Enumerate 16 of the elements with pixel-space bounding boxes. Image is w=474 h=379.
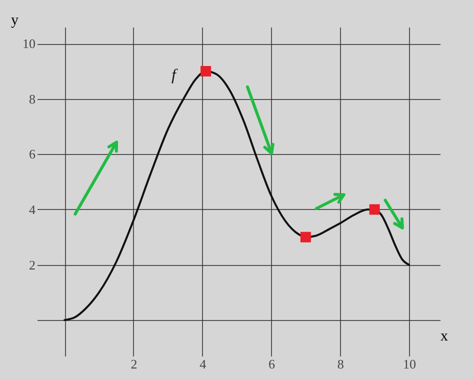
y-tick-label: 2 bbox=[29, 257, 36, 272]
series-label: f bbox=[172, 67, 179, 84]
y-tick-label: 6 bbox=[29, 146, 36, 162]
y-tick-label: 10 bbox=[22, 36, 36, 52]
y-tick-label: 4 bbox=[29, 202, 36, 217]
x-axis-title: x bbox=[440, 328, 448, 344]
x-tick-label: 4 bbox=[200, 356, 207, 372]
x-tick-label: 10 bbox=[403, 356, 416, 372]
x-tick-label: 2 bbox=[130, 356, 138, 372]
y-axis-title: y bbox=[11, 12, 19, 28]
y-tick-label: 8 bbox=[29, 91, 36, 106]
point bbox=[300, 232, 311, 242]
x-tick-label: 6 bbox=[268, 356, 276, 372]
point bbox=[369, 204, 380, 215]
x-tick-label: 8 bbox=[337, 356, 344, 372]
point bbox=[200, 66, 212, 76]
